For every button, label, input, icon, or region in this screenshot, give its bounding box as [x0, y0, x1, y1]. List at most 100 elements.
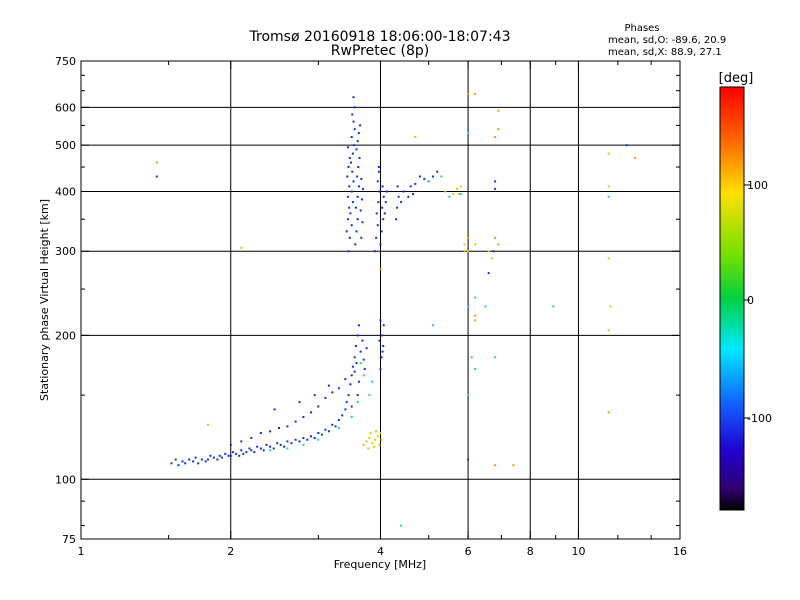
- data-point: [324, 396, 327, 399]
- data-point: [467, 394, 470, 397]
- data-point: [452, 193, 455, 196]
- data-point: [240, 246, 243, 249]
- data-point: [283, 445, 286, 448]
- data-point: [490, 257, 493, 260]
- data-point: [607, 195, 610, 198]
- data-point: [362, 443, 365, 446]
- data-point: [360, 236, 363, 239]
- data-point: [242, 452, 245, 455]
- y-tick-label: 500: [55, 139, 76, 152]
- data-point: [278, 427, 280, 429]
- x-tick-label: 6: [465, 545, 472, 558]
- x-tick-label: 16: [673, 545, 687, 558]
- stats-box: Phases mean, sd,O: -89.6, 20.9 mean, sd,…: [608, 23, 726, 58]
- data-point: [272, 447, 275, 450]
- x-axis-label: Frequency [MHz]: [334, 558, 426, 571]
- data-point: [347, 166, 350, 168]
- data-point: [348, 157, 351, 159]
- data-point: [625, 144, 628, 147]
- data-point: [379, 432, 382, 434]
- data-point: [188, 458, 191, 461]
- data-point: [492, 250, 495, 253]
- data-point: [279, 443, 282, 446]
- data-point: [229, 443, 232, 446]
- data-point: [250, 437, 253, 439]
- data-point: [375, 236, 378, 239]
- data-point: [276, 442, 279, 445]
- data-point: [298, 401, 301, 404]
- data-point: [310, 435, 312, 438]
- data-point: [380, 438, 383, 441]
- data-point: [487, 272, 490, 275]
- data-point: [400, 201, 403, 204]
- data-point: [356, 334, 359, 337]
- data-point: [378, 339, 381, 342]
- data-point: [459, 185, 462, 188]
- data-point: [286, 447, 289, 450]
- data-point: [376, 435, 379, 438]
- data-point: [317, 405, 320, 408]
- data-point: [184, 462, 187, 465]
- data-point: [369, 432, 372, 434]
- data-point: [313, 437, 316, 439]
- data-point: [352, 96, 355, 99]
- data-point: [174, 458, 177, 461]
- data-point: [327, 384, 330, 387]
- data-point: [357, 324, 360, 327]
- data-point: [474, 243, 477, 246]
- data-point: [359, 362, 362, 365]
- data-point: [218, 454, 221, 457]
- data-point: [418, 175, 421, 178]
- data-point: [357, 132, 360, 135]
- data-point: [361, 339, 364, 342]
- data-point: [436, 170, 439, 173]
- data-point: [467, 250, 470, 253]
- data-point: [362, 358, 365, 361]
- data-point: [286, 440, 289, 443]
- data-point: [170, 462, 173, 465]
- data-point: [200, 458, 203, 461]
- data-points: [155, 92, 637, 538]
- y-tick-label: 750: [55, 55, 76, 68]
- data-point: [427, 180, 430, 183]
- data-point: [349, 383, 352, 386]
- data-point: [423, 177, 426, 180]
- data-point: [357, 185, 360, 188]
- data-point: [302, 443, 305, 446]
- stats-title: Phases: [624, 23, 659, 34]
- y-tick-label: 300: [55, 245, 76, 258]
- data-point: [353, 144, 356, 147]
- data-point: [355, 362, 358, 365]
- data-point: [347, 394, 350, 397]
- data-point: [371, 380, 374, 383]
- data-point: [245, 451, 248, 454]
- data-point: [238, 454, 241, 457]
- data-point: [356, 195, 359, 198]
- data-point: [474, 368, 477, 371]
- colorbar-label: [deg]: [719, 71, 754, 86]
- data-point: [494, 180, 497, 183]
- data-point: [409, 185, 412, 188]
- data-point: [494, 236, 497, 239]
- data-point: [497, 243, 500, 246]
- data-point: [463, 250, 466, 253]
- data-point: [298, 440, 301, 443]
- data-point: [474, 319, 477, 322]
- stats-line-o: mean, sd,O: -89.6, 20.9: [608, 35, 726, 46]
- data-point: [269, 445, 272, 448]
- data-point: [351, 365, 354, 368]
- data-point: [353, 370, 356, 373]
- data-point: [354, 345, 357, 347]
- data-point: [378, 443, 381, 446]
- data-point: [634, 157, 637, 159]
- data-point: [351, 152, 354, 155]
- data-point: [331, 391, 334, 394]
- data-point: [348, 206, 351, 209]
- data-point: [353, 128, 356, 131]
- data-point: [467, 92, 470, 95]
- data-point: [209, 454, 212, 457]
- data-point: [216, 458, 219, 461]
- data-point: [341, 414, 344, 417]
- colorbar: [deg] 100 0 -100: [719, 71, 772, 511]
- data-point: [192, 460, 195, 463]
